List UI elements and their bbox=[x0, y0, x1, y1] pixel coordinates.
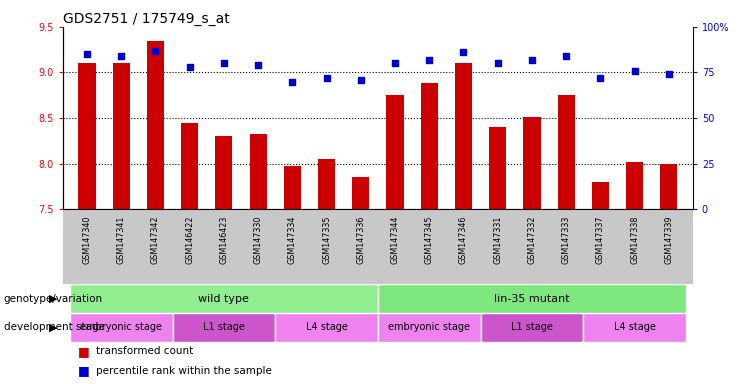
Point bbox=[560, 53, 572, 59]
Bar bbox=[455, 63, 472, 209]
Text: GSM147336: GSM147336 bbox=[356, 215, 365, 264]
Point bbox=[423, 56, 435, 63]
Text: GSM147333: GSM147333 bbox=[562, 215, 571, 264]
Bar bbox=[378, 313, 481, 342]
Text: GSM147346: GSM147346 bbox=[459, 215, 468, 264]
Text: GSM146422: GSM146422 bbox=[185, 215, 194, 264]
Bar bbox=[113, 63, 130, 209]
Point bbox=[457, 50, 469, 56]
Bar bbox=[421, 83, 438, 209]
Point bbox=[287, 79, 299, 85]
Bar bbox=[250, 134, 267, 209]
Bar bbox=[70, 313, 173, 342]
Point bbox=[218, 60, 230, 66]
Bar bbox=[523, 117, 540, 209]
Bar bbox=[216, 136, 233, 209]
Text: GSM147330: GSM147330 bbox=[253, 215, 262, 264]
Text: GSM147338: GSM147338 bbox=[630, 215, 639, 264]
Point bbox=[594, 75, 606, 81]
Text: ▶: ▶ bbox=[49, 322, 57, 333]
Point bbox=[663, 71, 675, 78]
Text: genotype/variation: genotype/variation bbox=[4, 293, 103, 304]
Text: GSM147334: GSM147334 bbox=[288, 215, 297, 264]
Text: GSM146423: GSM146423 bbox=[219, 215, 228, 264]
Text: lin-35 mutant: lin-35 mutant bbox=[494, 293, 570, 304]
Text: ▶: ▶ bbox=[49, 293, 57, 304]
Point bbox=[526, 56, 538, 63]
Point bbox=[628, 68, 640, 74]
Point bbox=[252, 62, 264, 68]
Bar bbox=[626, 162, 643, 209]
Text: GSM147340: GSM147340 bbox=[82, 215, 91, 264]
Text: embryonic stage: embryonic stage bbox=[388, 322, 471, 333]
Bar bbox=[147, 41, 164, 209]
Text: wild type: wild type bbox=[199, 293, 249, 304]
Bar bbox=[489, 127, 506, 209]
Text: GSM147342: GSM147342 bbox=[151, 215, 160, 264]
Text: GSM147345: GSM147345 bbox=[425, 215, 433, 264]
Bar bbox=[558, 95, 575, 209]
Bar bbox=[173, 313, 275, 342]
Bar bbox=[181, 122, 198, 209]
Point bbox=[81, 51, 93, 57]
Point bbox=[184, 64, 196, 70]
Bar bbox=[378, 284, 686, 313]
Text: embryonic stage: embryonic stage bbox=[80, 322, 162, 333]
Point bbox=[321, 75, 333, 81]
Text: ■: ■ bbox=[78, 345, 93, 358]
Text: L4 stage: L4 stage bbox=[614, 322, 656, 333]
Point bbox=[116, 53, 127, 59]
Text: GSM147332: GSM147332 bbox=[528, 215, 536, 264]
Text: GSM147339: GSM147339 bbox=[665, 215, 674, 264]
Text: L1 stage: L1 stage bbox=[511, 322, 553, 333]
Bar bbox=[284, 166, 301, 209]
Bar bbox=[70, 284, 378, 313]
Point bbox=[150, 48, 162, 54]
Text: GDS2751 / 175749_s_at: GDS2751 / 175749_s_at bbox=[63, 12, 230, 26]
Text: ■: ■ bbox=[78, 364, 93, 377]
Bar bbox=[583, 313, 686, 342]
Text: GSM147341: GSM147341 bbox=[116, 215, 126, 264]
Bar bbox=[352, 177, 369, 209]
Text: GSM147331: GSM147331 bbox=[494, 215, 502, 264]
Bar bbox=[79, 63, 96, 209]
Point bbox=[355, 77, 367, 83]
Bar bbox=[387, 95, 404, 209]
Point bbox=[389, 60, 401, 66]
Point bbox=[492, 60, 504, 66]
Bar bbox=[275, 313, 378, 342]
Text: transformed count: transformed count bbox=[96, 346, 193, 356]
Bar bbox=[318, 159, 335, 209]
Text: GSM147344: GSM147344 bbox=[391, 215, 399, 264]
Text: development stage: development stage bbox=[4, 322, 104, 333]
Text: GSM147337: GSM147337 bbox=[596, 215, 605, 264]
Text: GSM147335: GSM147335 bbox=[322, 215, 331, 264]
Bar bbox=[660, 164, 677, 209]
Text: L4 stage: L4 stage bbox=[305, 322, 348, 333]
Text: L1 stage: L1 stage bbox=[203, 322, 245, 333]
Bar bbox=[481, 313, 583, 342]
Bar bbox=[592, 182, 609, 209]
Text: percentile rank within the sample: percentile rank within the sample bbox=[96, 366, 272, 376]
